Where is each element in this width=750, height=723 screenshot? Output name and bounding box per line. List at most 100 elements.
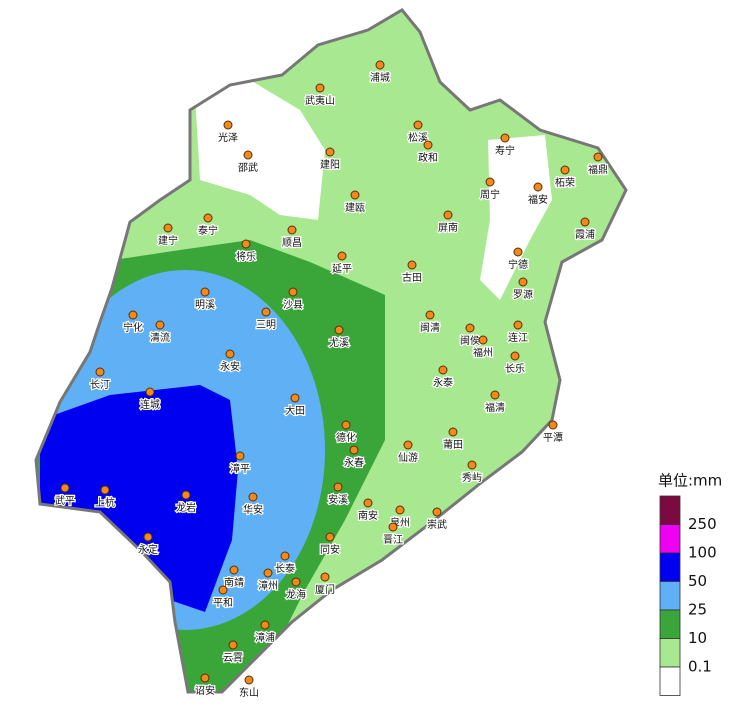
city-label: 龙岩: [176, 501, 196, 514]
city-label: 诏安: [195, 684, 215, 697]
city-label: 沙县: [283, 299, 303, 311]
zone-white: [480, 135, 552, 300]
city-dot: [100, 485, 110, 495]
city-label: 漳州: [258, 579, 278, 592]
zone-white: [195, 80, 325, 220]
city-dot: [533, 182, 543, 192]
city-dot: [375, 60, 385, 70]
city-dot: [325, 147, 335, 157]
city-dot: [288, 287, 298, 297]
city-dot: [320, 572, 330, 582]
city-label: 武夷山: [305, 94, 335, 107]
city-label: 福安: [528, 193, 548, 206]
city-label: 长乐: [505, 363, 525, 375]
city-dot: [423, 140, 433, 150]
zone-blue: [40, 385, 238, 612]
city-dot: [315, 83, 325, 93]
city-label: 晋江: [383, 534, 403, 546]
city-dot: [388, 522, 398, 532]
city-dot: [243, 150, 253, 160]
legend-label: 250: [688, 515, 717, 533]
legend-swatch: [659, 609, 681, 639]
city-dot: [200, 287, 210, 297]
city-dot: [181, 490, 191, 500]
city-label: 福清: [485, 401, 505, 414]
city-dot: [163, 223, 173, 233]
city-dot: [560, 165, 570, 175]
city-dot: [60, 483, 70, 493]
city-label: 政和: [418, 151, 438, 164]
city-label: 秀屿: [462, 472, 482, 484]
legend-label: 0.1: [688, 658, 712, 676]
city-label: 永定: [138, 543, 158, 556]
city-label: 霞浦: [575, 228, 595, 241]
city-dot: [548, 420, 558, 430]
city-dot: [155, 320, 165, 330]
city-dot: [260, 620, 270, 630]
city-label: 周宁: [480, 188, 500, 201]
city-label: 邵武: [238, 161, 258, 174]
city-label: 崇武: [427, 518, 447, 531]
city-dot: [432, 507, 442, 517]
city-label: 同安: [320, 543, 340, 556]
city-dot: [500, 133, 510, 143]
city-label: 武平: [55, 494, 75, 507]
city-dot: [593, 152, 603, 162]
city-label: 平潭: [543, 432, 563, 444]
city-label: 永泰: [433, 376, 453, 389]
city-dot: [325, 532, 335, 542]
city-dot: [244, 675, 254, 685]
city-label: 清流: [150, 331, 170, 344]
city-label: 泰宁: [198, 224, 218, 237]
city-dot: [438, 365, 448, 375]
city-label: 福州: [473, 346, 493, 359]
city-dot: [403, 440, 413, 450]
city-dot: [128, 310, 138, 320]
legend-swatch: [659, 638, 681, 668]
city-dot: [225, 349, 235, 359]
legend-swatch: [659, 495, 681, 525]
city-label: 连城: [140, 398, 160, 411]
city-label: 莆田: [443, 438, 463, 451]
city-dot: [513, 247, 523, 257]
city-dot: [407, 260, 417, 270]
city-dot: [425, 310, 435, 320]
city-label: 福鼎: [588, 163, 608, 176]
city-label: 大田: [285, 404, 305, 417]
city-label: 闽清: [420, 321, 440, 334]
city-dot: [580, 217, 590, 227]
city-label: 连江: [508, 331, 528, 344]
city-dot: [510, 351, 520, 361]
city-label: 建阳: [320, 158, 340, 171]
city-label: 宁德: [508, 258, 528, 271]
legend-label: 50: [688, 572, 707, 590]
city-dot: [261, 307, 271, 317]
city-label: 上杭: [95, 496, 115, 509]
city-dot: [203, 213, 213, 223]
city-label: 宁化: [123, 321, 143, 334]
city-dot: [337, 251, 347, 261]
city-label: 柘荣: [555, 176, 575, 189]
city-label: 永春: [344, 456, 364, 469]
city-dot: [443, 210, 453, 220]
city-label: 尤溪: [329, 336, 349, 349]
city-label: 闽侯: [460, 334, 480, 347]
city-dot: [95, 367, 105, 377]
city-dot: [291, 577, 301, 587]
city-label: 浦城: [370, 71, 390, 84]
city-label: 东山: [239, 686, 259, 699]
city-dot: [218, 585, 228, 595]
city-label: 建瓯: [345, 201, 365, 214]
city-dot: [465, 323, 475, 333]
city-label: 南安: [358, 509, 378, 522]
city-label: 光泽: [218, 131, 238, 144]
city-label: 漳浦: [255, 631, 275, 644]
city-dot: [490, 390, 500, 400]
city-dot: [228, 640, 238, 650]
city-label: 南靖: [224, 576, 244, 589]
city-label: 寿宁: [495, 144, 515, 157]
city-dot: [518, 277, 528, 287]
legend-swatch: [659, 552, 681, 582]
